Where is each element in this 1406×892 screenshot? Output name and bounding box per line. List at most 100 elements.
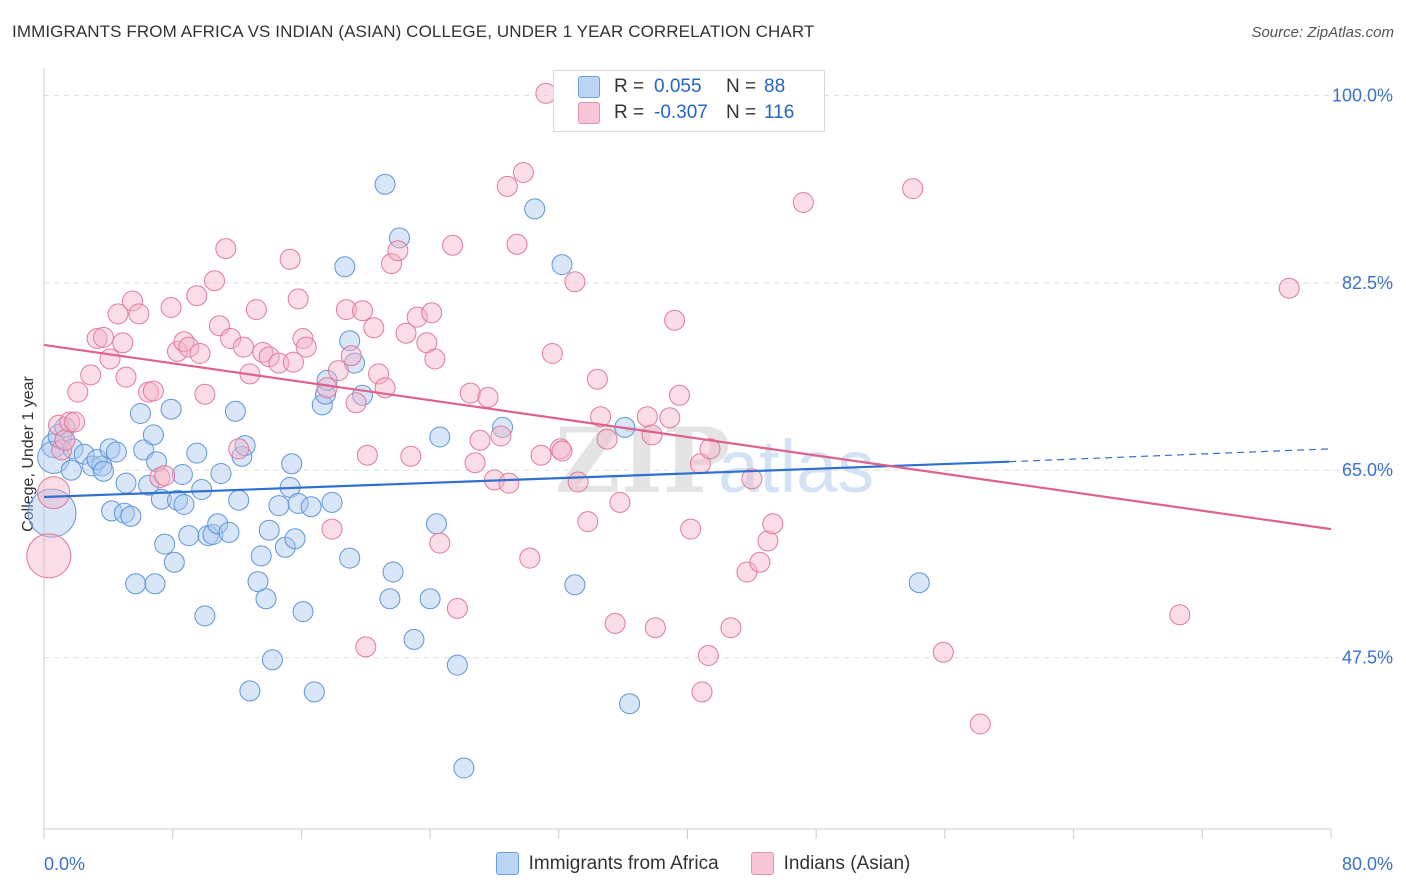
data-point [339, 547, 361, 569]
data-point [107, 303, 129, 325]
data-point [173, 494, 195, 515]
data-point [62, 438, 84, 460]
legend-label: Immigrants from Africa [528, 852, 719, 874]
trend-line-africa [43, 460, 1010, 499]
data-point [762, 513, 784, 535]
data-point [749, 551, 771, 573]
legend-item-africa[interactable]: Immigrants from Africa [495, 852, 719, 875]
legend-swatch-blue [495, 852, 519, 875]
legend-item-indian[interactable]: Indians (Asian) [750, 852, 910, 875]
data-point [300, 496, 322, 518]
data-point [757, 530, 779, 552]
data-point [403, 628, 425, 650]
data-point [250, 545, 272, 567]
r-label: R = [614, 76, 645, 97]
x-tick-label-min: 0.0% [44, 854, 85, 874]
y-tick-label: 47.5% [1342, 648, 1393, 668]
data-point [292, 601, 314, 623]
data-point [567, 471, 589, 493]
data-point [228, 438, 250, 460]
data-point [368, 363, 390, 385]
data-point [160, 398, 182, 420]
data-point [150, 488, 172, 510]
data-point [641, 424, 663, 446]
data-point [316, 377, 338, 399]
y-tick-label: 65.0% [1342, 460, 1393, 480]
data-point [282, 351, 304, 373]
data-point [233, 336, 254, 358]
data-point [335, 299, 357, 321]
data-point [697, 645, 719, 666]
data-point [519, 547, 541, 569]
data-point [442, 234, 464, 256]
axes: College, Under 1 year [20, 68, 1332, 839]
series-indians-asian [26, 82, 1300, 735]
data-point [619, 693, 641, 715]
data-point [245, 299, 267, 321]
data-point [144, 573, 166, 595]
n-label: N = [726, 102, 757, 123]
data-point [202, 524, 224, 545]
data-point [154, 465, 176, 487]
data-point [138, 474, 160, 496]
data-point [590, 406, 612, 428]
data-point [636, 406, 658, 428]
data-point [340, 345, 362, 367]
data-point [207, 513, 229, 535]
legend-row-indian: R = -0.307 N = 116 [578, 102, 794, 124]
y-tick-label: 100.0% [1332, 85, 1393, 105]
data-point [178, 336, 200, 358]
data-point [498, 472, 520, 494]
data-point [530, 444, 552, 466]
data-point [720, 617, 742, 639]
data-point [99, 348, 121, 370]
data-point [609, 491, 631, 513]
data-point [379, 588, 401, 610]
data-point [426, 513, 447, 535]
data-point [224, 400, 246, 422]
data-point [142, 424, 164, 446]
data-point [171, 464, 193, 485]
data-point [352, 300, 373, 322]
data-point [586, 368, 608, 390]
data-point [112, 332, 134, 354]
data-point [167, 489, 188, 511]
data-point [424, 348, 446, 370]
data-point [303, 681, 325, 703]
chart-title: IMMIGRANTS FROM AFRICA VS INDIAN (ASIAN)… [12, 22, 815, 41]
data-point [163, 551, 185, 573]
data-point [258, 519, 280, 541]
data-point [524, 198, 546, 220]
data-point [400, 445, 422, 467]
data-point [204, 270, 225, 292]
data-point [741, 468, 763, 490]
data-point [902, 178, 924, 200]
data-point [93, 326, 114, 348]
data-point [281, 453, 303, 475]
y-axis-label: College, Under 1 year [20, 376, 37, 532]
tick-labels: 100.0% 82.5% 65.0% 47.5% 0.0% 80.0% [44, 85, 1393, 874]
data-point [477, 386, 499, 408]
data-point [178, 525, 200, 547]
data-point [387, 240, 409, 262]
data-point [345, 392, 367, 414]
data-point [321, 518, 343, 540]
n-value: 88 [764, 76, 786, 97]
r-value: -0.307 [654, 102, 708, 123]
data-point [210, 463, 232, 484]
n-value: 116 [764, 102, 795, 123]
data-point [381, 253, 402, 275]
data-point [792, 192, 814, 213]
data-point [101, 500, 123, 522]
data-point [664, 309, 686, 331]
data-point [699, 438, 721, 460]
data-point [577, 511, 599, 533]
data-point [142, 380, 164, 402]
data-point [680, 518, 702, 540]
legend-swatch-blue [578, 76, 600, 98]
data-point [1169, 604, 1191, 626]
data-point [86, 328, 108, 349]
data-point [512, 162, 534, 183]
data-point [154, 533, 176, 555]
